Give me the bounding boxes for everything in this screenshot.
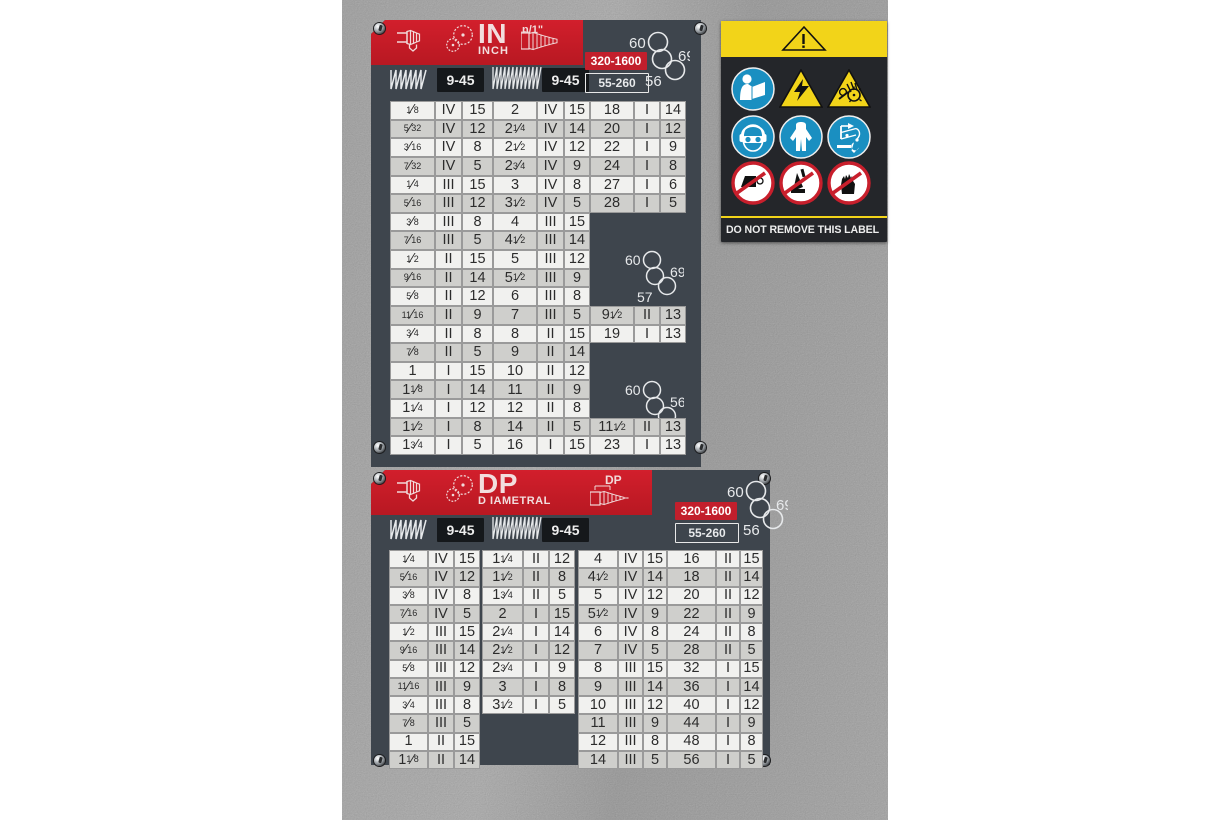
svg-text:69: 69 [670, 264, 684, 280]
svg-text:60: 60 [629, 35, 646, 52]
svg-text:69: 69 [678, 48, 690, 65]
svg-text:60: 60 [727, 484, 744, 501]
svg-text:69: 69 [776, 497, 788, 514]
svg-text:56: 56 [670, 394, 684, 410]
svg-text:56: 56 [743, 522, 760, 537]
svg-text:57: 57 [637, 289, 653, 305]
svg-text:60: 60 [625, 252, 641, 268]
svg-text:60: 60 [625, 382, 641, 398]
